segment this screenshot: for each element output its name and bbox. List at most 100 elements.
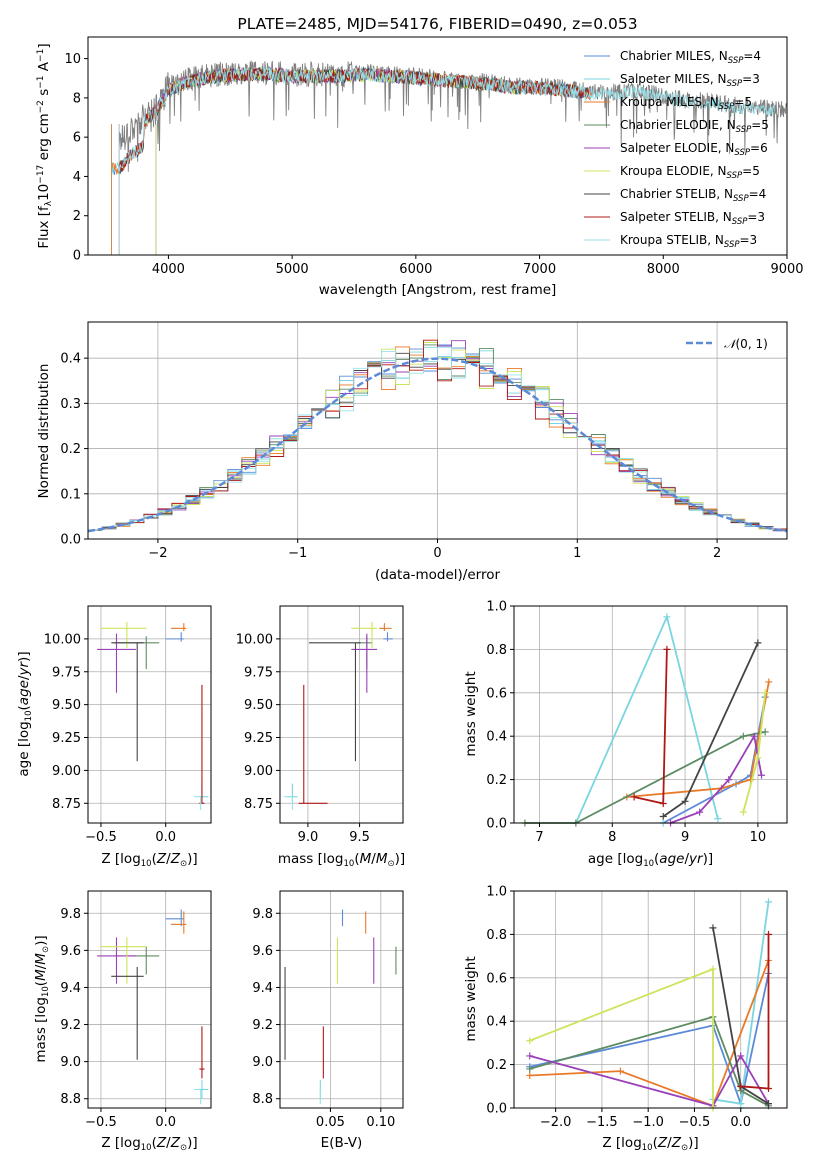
point-marker xyxy=(737,1082,745,1090)
y-tick-label: 0.0 xyxy=(60,533,81,548)
point-marker xyxy=(764,898,772,906)
x-tick-label: 8000 xyxy=(647,262,680,277)
x-tick-label: −0.5 xyxy=(679,1115,711,1130)
y-tick-label: 8 xyxy=(73,91,81,106)
x-tick-label: −1 xyxy=(288,546,307,561)
x-tick-label: 1 xyxy=(573,546,581,561)
x-tick-label: 2 xyxy=(713,546,721,561)
point-marker xyxy=(526,1037,534,1045)
mass-vs-metallicity-panel: −0.5 0.0 8.8 9.0 9.2 9.4 9.6 9.8 Z [log10(Z/Z⊙)]… xyxy=(33,890,212,1153)
x-tick-label: 0 xyxy=(433,546,441,561)
spectrum-xlabel: wavelength [Angstrom, rest frame] xyxy=(319,282,557,298)
mass-weight-vs-age-panel: 7 8 9 10 0.0 0.2 0.4 0.6 0.8 1.0 age [log10(age/yr… xyxy=(463,600,788,869)
x-tick-label: 0.0 xyxy=(155,830,176,845)
x-tick-label: 9 xyxy=(681,830,689,845)
x-tick-label: 9.0 xyxy=(298,830,319,845)
point-marker xyxy=(526,1071,534,1079)
point-marker xyxy=(663,613,671,621)
y-tick-label: 8.75 xyxy=(52,797,81,812)
y-tick-label: 0.8 xyxy=(486,928,507,943)
y-tick-label: 9.6 xyxy=(60,944,81,959)
weight-line xyxy=(529,973,770,1108)
x-tick-label: −0.5 xyxy=(85,830,117,845)
spectrum-legend: Chabrier MILES, NSSP=4 Salpeter MILES, NS… xyxy=(584,49,769,250)
ticks: 0.05 0.10 8.8 9.0 9.2 9.4 9.6 9.8 xyxy=(252,907,395,1130)
point-marker xyxy=(750,732,758,740)
plot-content xyxy=(97,909,209,1105)
plot-content xyxy=(284,909,397,1105)
y-tick-label: 9.0 xyxy=(252,1055,273,1070)
y-tick-label: 9.8 xyxy=(252,907,273,922)
gridlines xyxy=(280,891,403,1108)
spectrum-title: PLATE=2485, MJD=54176, FIBERID=0490, z=0… xyxy=(237,15,637,33)
plot-content xyxy=(521,613,773,827)
y-tick-label: 2 xyxy=(73,209,81,224)
y-tick-label: 0.4 xyxy=(486,1015,507,1030)
model-spectrum-line xyxy=(155,67,515,115)
x-tick-label: 10 xyxy=(750,830,767,845)
axes-frame xyxy=(279,605,404,824)
x-tick-label: 8 xyxy=(608,830,616,845)
legend-label: Kroupa MILES, NSSP=5 xyxy=(620,95,752,112)
y-tick-label: 9.25 xyxy=(244,731,273,746)
point-marker xyxy=(754,754,762,762)
histogram-ylabel: Normed distribution xyxy=(36,364,52,499)
spectrum-ylabel: Flux [fλ10−17 erg cm−2 s−1 A−1] xyxy=(36,43,54,248)
gridlines xyxy=(88,891,211,1108)
point-marker xyxy=(765,678,773,686)
x-tick-label: 9.5 xyxy=(349,830,370,845)
ticks: 7 8 9 10 0.0 0.2 0.4 0.6 0.8 1.0 xyxy=(486,600,766,846)
y-tick-label: 10.00 xyxy=(44,632,81,647)
y-tick-label: 8.8 xyxy=(60,1092,81,1107)
histogram-step-line xyxy=(88,346,787,531)
x-tick-label: 4000 xyxy=(152,262,185,277)
histogram-ticks: −2 −1 0 1 2 0.0 0.1 0.2 0.3 0.4 xyxy=(60,352,721,561)
legend-label: Salpeter STELIB, NSSP=3 xyxy=(620,210,765,227)
legend-label: Chabrier ELODIE, NSSP=5 xyxy=(620,118,769,135)
point-marker xyxy=(761,728,769,736)
y-tick-label: 9.4 xyxy=(60,981,81,996)
weight-line xyxy=(575,614,719,824)
x-tick-label: 0.0 xyxy=(730,1115,751,1130)
weight-age-xlabel: age [log10(age/yr)] xyxy=(588,851,713,869)
x-tick-label: 0.10 xyxy=(366,1115,395,1130)
y-tick-label: 9.50 xyxy=(52,698,81,713)
mass-weight-vs-metallicity-panel: −2.0 −1.5 −1.0 −0.5 0.0 0.0 0.2 0.4 0.6 0.8 1.0 Z [… xyxy=(463,885,788,1153)
y-tick-label: 0.6 xyxy=(486,971,507,986)
x-tick-label: −2 xyxy=(148,546,167,561)
y-tick-label: 0.2 xyxy=(486,1058,507,1073)
point-marker xyxy=(630,793,638,801)
y-tick-label: 0.1 xyxy=(60,487,81,502)
ticks: 9.0 9.5 8.75 9.00 9.25 9.50 9.75 10.00 xyxy=(236,632,370,845)
weight-z-ylabel: mass weight xyxy=(463,956,479,1041)
histogram-series xyxy=(87,339,788,533)
plot-content xyxy=(284,621,393,810)
weight-line xyxy=(529,1054,770,1107)
y-tick-label: 9.75 xyxy=(52,665,81,680)
ticks: −2.0 −1.5 −1.0 −0.5 0.0 0.0 0.2 0.4 0.6 0.8 1.0 xyxy=(486,885,751,1131)
y-tick-label: 9.50 xyxy=(244,698,273,713)
y-tick-label: 0.4 xyxy=(60,352,81,367)
y-tick-label: 9.8 xyxy=(60,907,81,922)
weight-line xyxy=(740,934,770,1090)
model-spectrum-line xyxy=(118,67,590,172)
y-tick-label: 9.6 xyxy=(252,944,273,959)
ticks: −0.5 0.0 8.8 9.0 9.2 9.4 9.6 9.8 xyxy=(60,907,176,1130)
plot-content xyxy=(526,898,772,1112)
weight-age-ylabel: mass weight xyxy=(463,671,479,756)
normal-legend-label: 𝒩(0, 1) xyxy=(724,337,768,351)
weight-line xyxy=(633,649,668,805)
x-tick-label: 0.05 xyxy=(316,1115,345,1130)
point-marker xyxy=(709,924,717,932)
x-tick-label: 6000 xyxy=(399,262,432,277)
age-z-xlabel: Z [log10(Z/Z⊙)] xyxy=(101,851,197,869)
x-tick-label: 7000 xyxy=(523,262,556,277)
y-tick-label: 9.2 xyxy=(252,1018,273,1033)
point-marker xyxy=(737,1052,745,1060)
y-tick-label: 9.75 xyxy=(244,665,273,680)
mass-z-xlabel: Z [log10(Z/Z⊙)] xyxy=(101,1135,197,1153)
x-tick-label: −1.0 xyxy=(632,1115,664,1130)
y-tick-label: 8.75 xyxy=(244,797,273,812)
y-tick-label: 0.2 xyxy=(60,442,81,457)
